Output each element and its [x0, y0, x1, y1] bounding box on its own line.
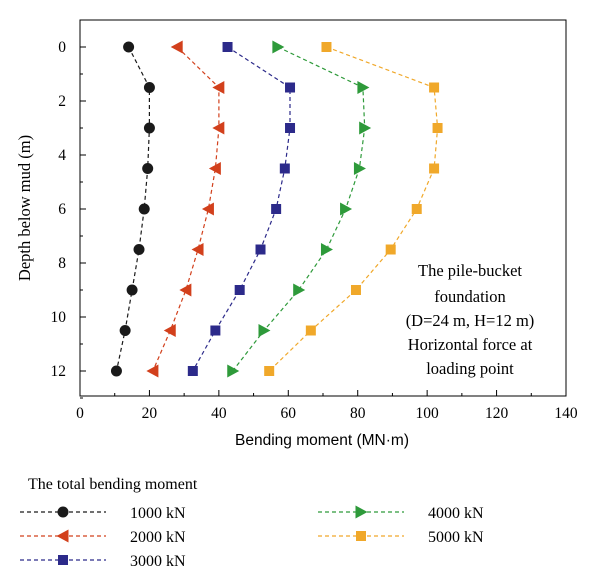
- y-tick-label: 6: [58, 201, 66, 218]
- legend-marker: [57, 506, 69, 518]
- y-axis-ticks: 0 2 4 6 8 10 12: [51, 39, 86, 399]
- data-point: [142, 163, 154, 174]
- data-point: [432, 123, 443, 133]
- legend-label: 3000 kN: [130, 553, 186, 570]
- data-point: [138, 203, 150, 215]
- legend-marker: [355, 505, 368, 519]
- legend: 1000 kN 2000 kN 3000 kN 4000 kN 5000 kN: [20, 505, 484, 570]
- annotation-line-3: (D=24 m, H=12 m): [406, 311, 535, 330]
- data-point: [133, 244, 145, 255]
- annotation-line-5: loading point: [426, 359, 514, 378]
- y-tick-label: 8: [58, 255, 66, 272]
- x-tick-label: 20: [142, 405, 158, 422]
- data-point: [411, 204, 422, 214]
- series-line: [152, 46, 220, 372]
- legend-label: 2000 kN: [130, 529, 186, 546]
- legend-item: 1000 kN: [20, 505, 186, 522]
- annotation-line-1: The pile-bucket: [418, 261, 522, 280]
- legend-item: 4000 kN: [318, 505, 484, 522]
- x-tick-label: 0: [76, 405, 84, 422]
- data-point: [201, 202, 214, 216]
- legend-marker: [56, 529, 69, 543]
- data-point: [222, 42, 233, 52]
- x-tick-label: 80: [350, 405, 366, 422]
- legend-marker: [58, 555, 68, 565]
- data-point: [255, 244, 266, 255]
- legend-item: 5000 kN: [318, 529, 484, 546]
- legend-label: 4000 kN: [428, 505, 484, 522]
- y-tick-label: 10: [51, 309, 67, 326]
- data-point: [271, 204, 282, 214]
- data-point: [279, 163, 290, 174]
- x-tick-label: 120: [485, 405, 509, 422]
- data-point: [126, 284, 138, 296]
- data-point: [179, 283, 192, 297]
- data-point: [429, 82, 440, 93]
- data-point: [143, 122, 155, 134]
- series-3: [227, 40, 372, 378]
- data-point: [321, 42, 332, 52]
- x-axis-label: Bending moment (MN·m): [235, 432, 409, 449]
- annotation-line-4: Horizontal force at: [408, 335, 533, 354]
- legend-item: 3000 kN: [20, 553, 186, 570]
- x-tick-label: 60: [281, 405, 297, 422]
- annotation-line-2: foundation: [434, 287, 506, 306]
- y-tick-label: 0: [58, 39, 66, 56]
- data-point: [123, 41, 135, 53]
- data-point: [234, 285, 245, 295]
- series-layer: [110, 40, 443, 378]
- data-point: [208, 162, 221, 175]
- legend-label: 1000 kN: [130, 505, 186, 522]
- x-tick-label: 140: [554, 405, 578, 422]
- data-point: [210, 325, 221, 336]
- x-tick-label: 100: [416, 405, 440, 422]
- data-point: [191, 243, 204, 256]
- data-point: [293, 283, 306, 297]
- annotation-text: The pile-bucket foundation (D=24 m, H=12…: [406, 261, 535, 378]
- data-point: [285, 123, 296, 133]
- legend-marker: [356, 531, 366, 541]
- data-point: [340, 202, 353, 216]
- data-point: [320, 243, 333, 256]
- data-point: [258, 324, 271, 337]
- legend-label: 5000 kN: [428, 529, 484, 546]
- data-point: [350, 285, 361, 295]
- data-point: [212, 121, 225, 135]
- y-axis-label: Depth below mud (m): [15, 135, 34, 281]
- y-tick-label: 12: [51, 363, 67, 380]
- x-tick-label: 40: [211, 405, 227, 422]
- data-point: [163, 324, 176, 337]
- data-point: [227, 364, 240, 378]
- data-point: [285, 82, 296, 93]
- data-point: [359, 121, 372, 135]
- data-point: [187, 366, 198, 376]
- data-point: [143, 82, 155, 93]
- y-tick-label: 4: [58, 147, 66, 164]
- series-1: [146, 40, 225, 378]
- series-0: [110, 41, 155, 377]
- data-point: [119, 325, 131, 336]
- data-point: [110, 365, 122, 377]
- legend-title: The total bending moment: [28, 476, 198, 493]
- data-point: [385, 244, 396, 255]
- data-point: [353, 162, 366, 175]
- series-2: [187, 42, 296, 376]
- series-4: [264, 42, 443, 376]
- data-point: [357, 81, 370, 94]
- data-point: [146, 364, 159, 378]
- series-line: [115, 46, 150, 372]
- data-point: [429, 163, 440, 174]
- data-point: [305, 325, 316, 336]
- data-point: [264, 366, 275, 376]
- legend-item: 2000 kN: [20, 529, 186, 546]
- x-axis-ticks: 0 20 40 60 80 100 120 140: [76, 390, 578, 422]
- data-point: [212, 81, 225, 94]
- data-point: [170, 40, 183, 54]
- data-point: [272, 40, 285, 54]
- y-tick-label: 2: [58, 93, 66, 110]
